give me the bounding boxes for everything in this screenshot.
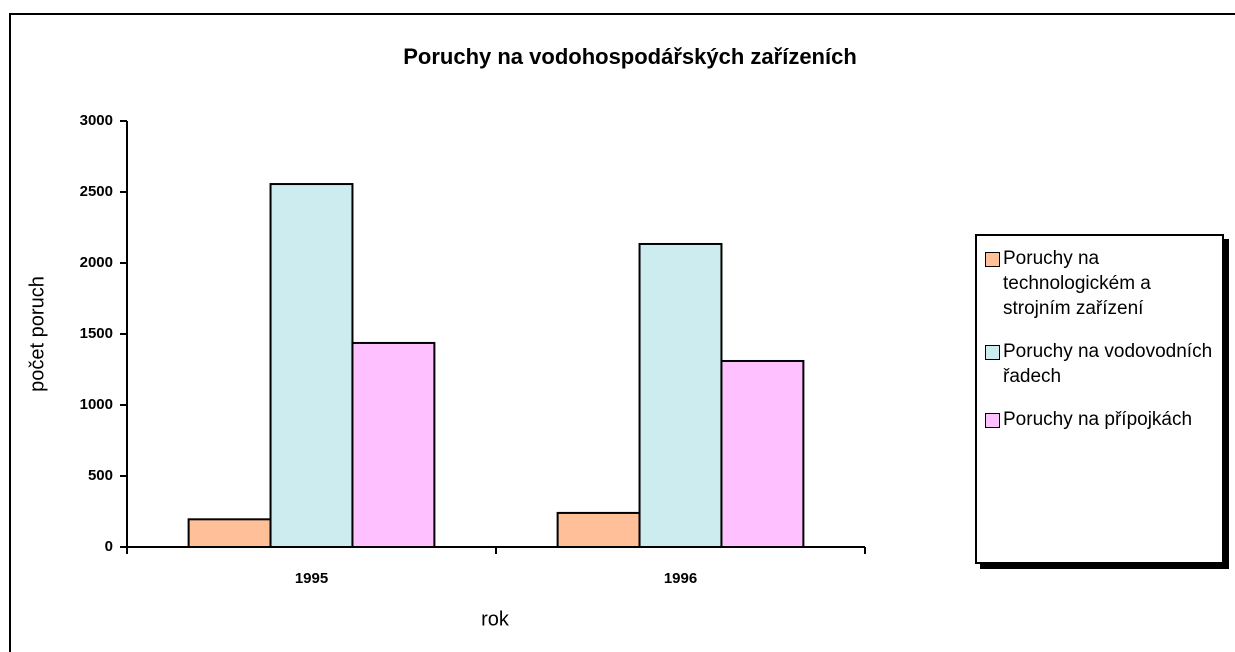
legend-label: Poruchy na přípojkách	[1003, 409, 1193, 430]
y-tick-label: 500	[88, 467, 113, 484]
legend-item: Poruchy na vodovodních řadech	[985, 339, 1222, 389]
bar	[187, 518, 272, 548]
y-tick-label: 2500	[80, 183, 113, 200]
y-axis-label: počet poruch	[26, 276, 48, 392]
y-tick-label: 1000	[80, 396, 113, 413]
bar	[269, 183, 354, 548]
legend-swatch	[985, 252, 1000, 267]
bar	[638, 242, 723, 549]
chart-title: Poruchy na vodohospodářských zařízeních	[403, 44, 857, 69]
y-tick-label: 0	[105, 538, 113, 555]
bar	[720, 359, 805, 549]
x-tick-label: 1996	[664, 570, 697, 587]
bar	[556, 511, 641, 548]
y-tick-label: 1500	[80, 325, 113, 342]
legend-item: Poruchy na technologickém a strojním zař…	[985, 246, 1222, 321]
chart-frame	[9, 13, 1235, 652]
x-axis-label: rok	[481, 608, 510, 630]
legend-swatch	[985, 345, 1000, 360]
legend-swatch	[985, 413, 1000, 428]
y-tick-label: 2000	[80, 254, 113, 271]
x-tick-label: 1995	[295, 570, 328, 587]
legend-label: Poruchy na vodovodních řadech	[1003, 341, 1213, 387]
y-tick-label: 3000	[80, 112, 113, 129]
legend: Poruchy na technologickém a strojním zař…	[975, 234, 1224, 564]
legend-item: Poruchy na přípojkách	[985, 407, 1222, 432]
bar	[351, 341, 436, 549]
legend-label: Poruchy na technologickém a strojním zař…	[1003, 248, 1151, 319]
